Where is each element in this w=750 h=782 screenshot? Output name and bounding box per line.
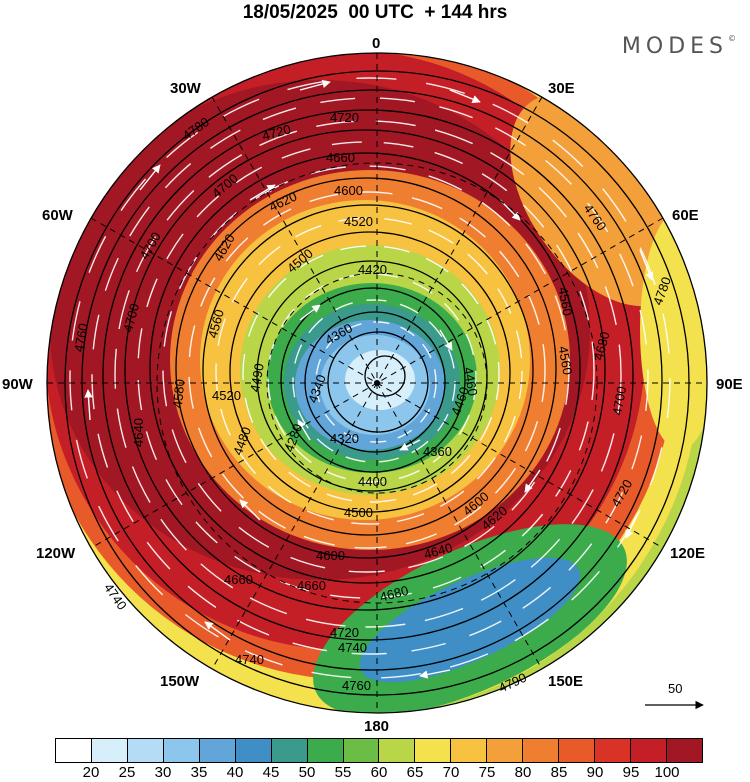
- contour-label: 4360: [423, 444, 452, 459]
- contour-label: 4420: [358, 262, 387, 277]
- colorbar-tick-label: 45: [262, 764, 280, 781]
- contour-label: 4720: [330, 625, 359, 640]
- colorbar-cell: [163, 739, 200, 762]
- colorbar-cell: [199, 739, 236, 762]
- colorbar-cell: [451, 739, 488, 762]
- colorbar-tick-label: 85: [550, 764, 568, 781]
- lon-labels: 0 30E 60E 90E 120E 150E 180 150W 120W 90…: [2, 35, 743, 735]
- contour-label: 4520: [344, 214, 373, 229]
- colorbar-tick-label: 80: [514, 764, 532, 781]
- contour-label: 4460: [461, 366, 481, 397]
- contour-label: 4680: [591, 330, 613, 362]
- colorbar-cell: [379, 739, 416, 762]
- colorbar-tick-label: 55: [334, 764, 352, 781]
- contour-label: 4640: [131, 418, 146, 447]
- contour-label: 4560: [205, 308, 227, 340]
- colorbar-cell: [56, 739, 92, 762]
- contour-label: 4760: [342, 678, 371, 693]
- contour-label: 4740: [338, 640, 367, 655]
- colorbar-tick-label: 65: [406, 764, 424, 781]
- colorbar: [55, 738, 703, 763]
- colorbar-cell: [235, 739, 272, 762]
- contour-label: 4580: [170, 379, 187, 409]
- colorbar-cell: [307, 739, 344, 762]
- contour-label: 4400: [358, 474, 387, 489]
- colorbar-cell: [343, 739, 380, 762]
- contour-label: 4560: [555, 286, 575, 317]
- contour-label: 4720: [261, 121, 293, 143]
- colorbar-tick-label: 95: [622, 764, 640, 781]
- colorbar-cell: [271, 739, 308, 762]
- wind-reference-label: 50: [640, 681, 710, 711]
- lon-label-30w: 30W: [170, 80, 202, 97]
- contour-label: 4740: [235, 652, 264, 667]
- lon-label-180: 180: [364, 718, 389, 735]
- contour-label: 4660: [326, 150, 355, 165]
- lon-label-60w: 60W: [42, 207, 74, 224]
- colorbar-tick-label: 20: [82, 764, 100, 781]
- map-boundary: [46, 52, 708, 714]
- colorbar-cell: [415, 739, 452, 762]
- colorbar-tick-label: 30: [154, 764, 172, 781]
- contour-label: 4640: [422, 540, 454, 562]
- colorbar-tick-label: 75: [478, 764, 496, 781]
- colorbar-cell: [91, 739, 128, 762]
- contour-label: 4680: [378, 583, 410, 605]
- lon-label-90w: 90W: [2, 376, 34, 393]
- colorbar-cell: [595, 739, 631, 762]
- contour-label: 4600: [316, 548, 345, 563]
- polar-map: 4780 4720 4720 4660 4600 4700 4620 4520 …: [2, 35, 743, 735]
- lon-label-120e: 120E: [670, 545, 705, 562]
- colorbar-tick-label: 70: [442, 764, 460, 781]
- colorbar-tick-label: 90: [586, 764, 604, 781]
- contour-label: 4700: [120, 302, 142, 334]
- contour-label: 4490: [247, 362, 267, 393]
- contour-label: 4320: [330, 431, 359, 446]
- lon-label-120w: 120W: [36, 545, 76, 562]
- contour-label: 4720: [330, 110, 359, 125]
- contour-label: 4660: [224, 572, 253, 587]
- contour-label: 4760: [71, 322, 91, 353]
- colorbar-tick-label: 40: [226, 764, 244, 781]
- wind-speed-field: [47, 53, 707, 713]
- wind-reference-value: 50: [668, 681, 683, 696]
- modes-logo: MODES©: [622, 34, 736, 59]
- streamlines: [69, 77, 671, 679]
- copyright-mark: ©: [728, 34, 736, 43]
- contour-label: 4560: [556, 345, 576, 376]
- lon-label-150e: 150E: [548, 673, 583, 690]
- colorbar-tick-label: 60: [370, 764, 388, 781]
- lon-label-60e: 60E: [672, 207, 699, 224]
- contour-label: 4520: [212, 388, 241, 403]
- pole-marker: [374, 380, 380, 386]
- contour-label: 4660: [297, 578, 326, 593]
- colorbar-cell: [487, 739, 524, 762]
- contour-label: 4600: [334, 183, 363, 198]
- colorbar-ticks: 20 25 30 35 40 45 50 55 60 65 70 75 80 85 90 95 100: [55, 764, 703, 782]
- contour-label: 4500: [344, 505, 373, 520]
- lon-label-30e: 30E: [548, 80, 575, 97]
- colorbar-cell: [127, 739, 164, 762]
- colorbar-tick-label: 100: [654, 764, 680, 781]
- brand-text: MODES: [621, 34, 728, 59]
- contour-label: 4700: [609, 385, 629, 416]
- lon-label-90e: 90E: [716, 376, 743, 393]
- colorbar-cell: [559, 739, 596, 762]
- colorbar-tick-label: 25: [118, 764, 136, 781]
- lon-label-0: 0: [372, 35, 380, 52]
- colorbar-tick-label: 50: [298, 764, 316, 781]
- colorbar-cell: [631, 739, 667, 762]
- colorbar-tick-label: 35: [190, 764, 208, 781]
- colorbar-cell: [666, 739, 702, 762]
- lon-label-150w: 150W: [160, 673, 200, 690]
- streamline-arrows: [84, 79, 654, 679]
- map-title: 18/05/2025 00 UTC + 144 hrs: [242, 2, 508, 23]
- colorbar-cell: [523, 739, 560, 762]
